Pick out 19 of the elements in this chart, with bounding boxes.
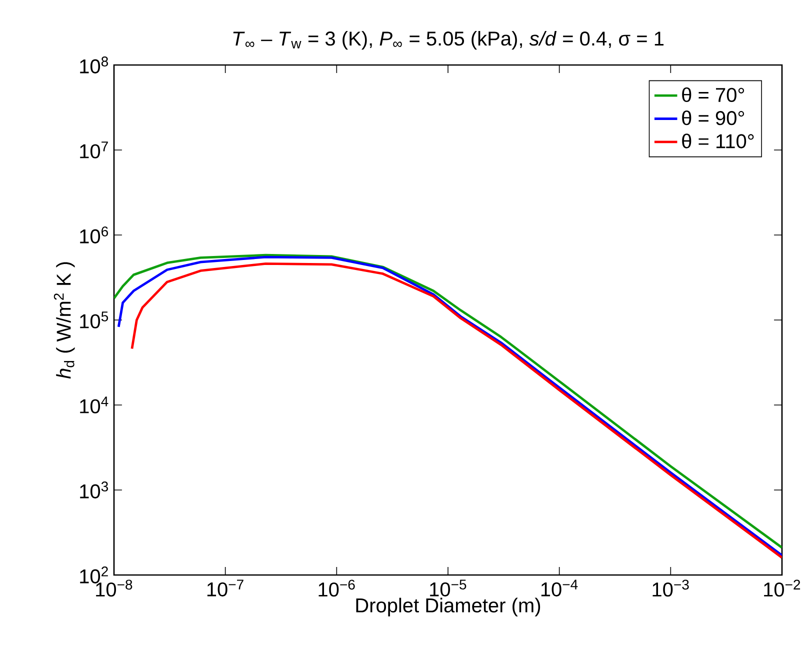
x-tick-label: 10$^{−3}$ xyxy=(652,580,689,597)
y-tick-label: 10$^{7}$ xyxy=(80,142,108,158)
legend-label: θ = 90° xyxy=(682,110,744,126)
y-tick-label: 10$^{4}$ xyxy=(80,396,108,414)
y-tick-label: 10$^{8}$ xyxy=(80,56,108,74)
y-tick-label: 10$^{6}$ xyxy=(80,226,108,244)
y-tick-label: 10$^{3}$ xyxy=(80,482,108,498)
y-tick-label: 10$^{5}$ xyxy=(80,312,108,328)
legend-label: θ = 110° xyxy=(682,134,754,148)
y-axis-title: h$_{d}$ ( W/m$^{2}$ K ) xyxy=(54,262,75,379)
x-tick-label: 10$^{−6}$ xyxy=(318,580,355,597)
x-tick-label: 10$^{−5}$ xyxy=(430,580,466,596)
x-tick-label: 10$^{−4}$ xyxy=(541,580,578,596)
x-tick-label: 10$^{−7}$ xyxy=(207,580,244,596)
chart-title: T$_{∞}$ – T$_{w}$ = 3 (K), P$_{∞}$ = 5.05 (kPa), s/d = 0.4, σ = 1 xyxy=(233,30,664,50)
x-tick-label: 10$^{−2}$ xyxy=(764,580,800,597)
legend-label: θ = 70° xyxy=(682,87,744,102)
y-tick-label: 10$^{2}$ xyxy=(80,566,108,584)
x-axis-title: Droplet Diameter (m) xyxy=(356,598,540,616)
